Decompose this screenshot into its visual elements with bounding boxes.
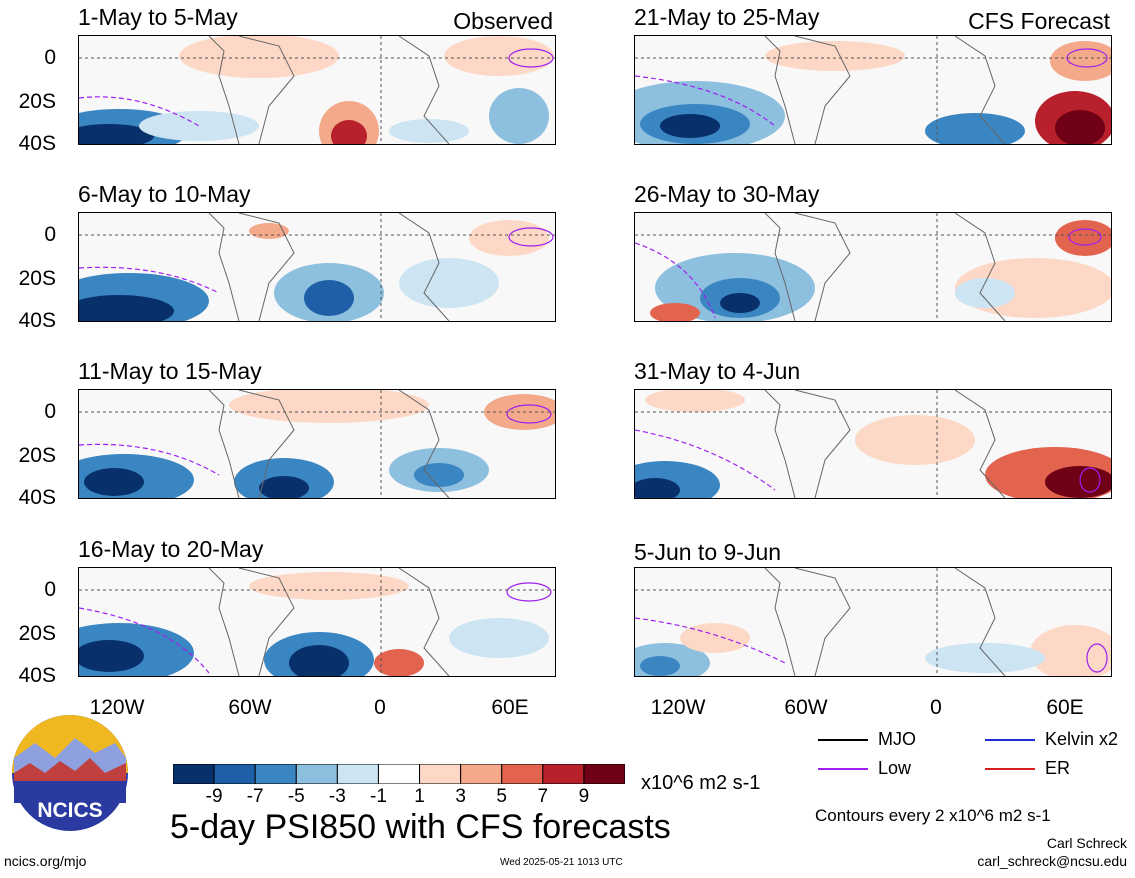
- footer-timestamp: Wed 2025-05-21 1013 UTC: [500, 857, 623, 868]
- colorbar-swatch: [336, 764, 379, 784]
- x-tick-label: 0: [374, 696, 386, 719]
- contour-note: Contours every 2 x10^6 m2 s-1: [815, 806, 1051, 825]
- map-plot: [634, 389, 1112, 499]
- panel-tag: Observed: [453, 8, 553, 34]
- logo-text: NCICS: [37, 799, 102, 822]
- y-tick-label: 40S: [18, 486, 56, 509]
- x-tick-label: 0: [930, 696, 942, 719]
- x-tick-label: 120W: [89, 696, 145, 719]
- panel-title: 16-May to 20-May: [78, 536, 264, 562]
- footer-author: Carl Schreck: [1046, 835, 1127, 851]
- map-plot: [78, 567, 556, 677]
- panel-title: 26-May to 30-May: [634, 181, 820, 207]
- y-tick-label: 40S: [18, 132, 56, 155]
- x-tick-label: 120W: [650, 696, 706, 719]
- er-line: [985, 768, 1035, 770]
- colorbar-swatch: [173, 764, 215, 784]
- colorbar-tick-label: 7: [537, 786, 549, 807]
- map-plot: [78, 212, 556, 322]
- y-tick-label: 0: [44, 223, 56, 246]
- colorbar-tick-label: 5: [496, 786, 507, 807]
- x-tick-label: 60W: [784, 696, 828, 719]
- colorbar-swatches: [173, 764, 625, 784]
- panel-title: 1-May to 5-May: [78, 4, 238, 30]
- x-tick-label: 60W: [228, 696, 272, 719]
- y-tick-label: 20S: [18, 267, 56, 290]
- y-tick-label: 0: [44, 578, 56, 601]
- mjo-line: [818, 739, 868, 741]
- colorbar-swatch: [377, 764, 421, 784]
- colorbar-tick-label: -9: [205, 786, 223, 807]
- ncics-logo: NCICS: [10, 713, 130, 833]
- colorbar-tick-label: 9: [578, 786, 590, 807]
- colorbar-tick-label: -5: [287, 786, 305, 807]
- panel-title: 31-May to 4-Jun: [634, 358, 801, 384]
- panel-title: 11-May to 15-May: [78, 358, 262, 384]
- colorbar-tick-label: -3: [328, 786, 346, 807]
- legend-mjo: MJO: [878, 729, 916, 749]
- colorbar-swatch: [295, 764, 338, 784]
- legend-kelvin: Kelvin x2: [1045, 729, 1119, 749]
- y-tick-label: 20S: [18, 622, 56, 645]
- colorbar-swatch: [542, 764, 585, 784]
- panel-tag: CFS Forecast: [968, 8, 1110, 34]
- y-tick-label: 0: [44, 400, 56, 423]
- x-tick-label: 60E: [491, 696, 529, 719]
- y-tick-label: 20S: [18, 90, 56, 113]
- colorbar-tick-label: 3: [455, 786, 466, 807]
- y-tick-label: 40S: [18, 664, 56, 687]
- kelvin-line: [985, 739, 1035, 741]
- footer-email: carl_schreck@ncsu.edu: [977, 853, 1127, 869]
- y-tick-label: 20S: [18, 444, 56, 467]
- footer-url: ncics.org/mjo: [4, 853, 87, 869]
- colorbar-swatch: [213, 764, 256, 784]
- map-plot: [78, 35, 556, 145]
- main-title: 5-day PSI850 with CFS forecasts: [170, 808, 671, 846]
- colorbar-tick-label: 1: [414, 786, 425, 807]
- panel-title: 21-May to 25-May: [634, 4, 820, 30]
- colorbar-units: x10^6 m2 s-1: [641, 772, 761, 794]
- map-plot: [78, 389, 556, 499]
- colorbar-swatch: [583, 764, 625, 784]
- map-plot: [634, 212, 1112, 322]
- legend-low: Low: [878, 758, 912, 778]
- colorbar-swatch: [419, 764, 462, 784]
- panel-title: 5-Jun to 9-Jun: [634, 539, 782, 565]
- colorbar-swatch: [254, 764, 297, 784]
- y-tick-label: 40S: [18, 309, 56, 332]
- colorbar-tick-label: -1: [370, 786, 387, 807]
- colorbar-tick-label: -7: [246, 786, 264, 807]
- y-tick-label: 0: [44, 46, 56, 69]
- colorbar-swatch: [501, 764, 544, 784]
- x-tick-label: 60E: [1046, 696, 1084, 719]
- legend-er: ER: [1045, 758, 1071, 778]
- low-line: [818, 768, 868, 770]
- map-plot: [634, 35, 1112, 145]
- panel-title: 6-May to 10-May: [78, 181, 251, 207]
- colorbar-swatch: [460, 764, 503, 784]
- map-plot: [634, 567, 1112, 677]
